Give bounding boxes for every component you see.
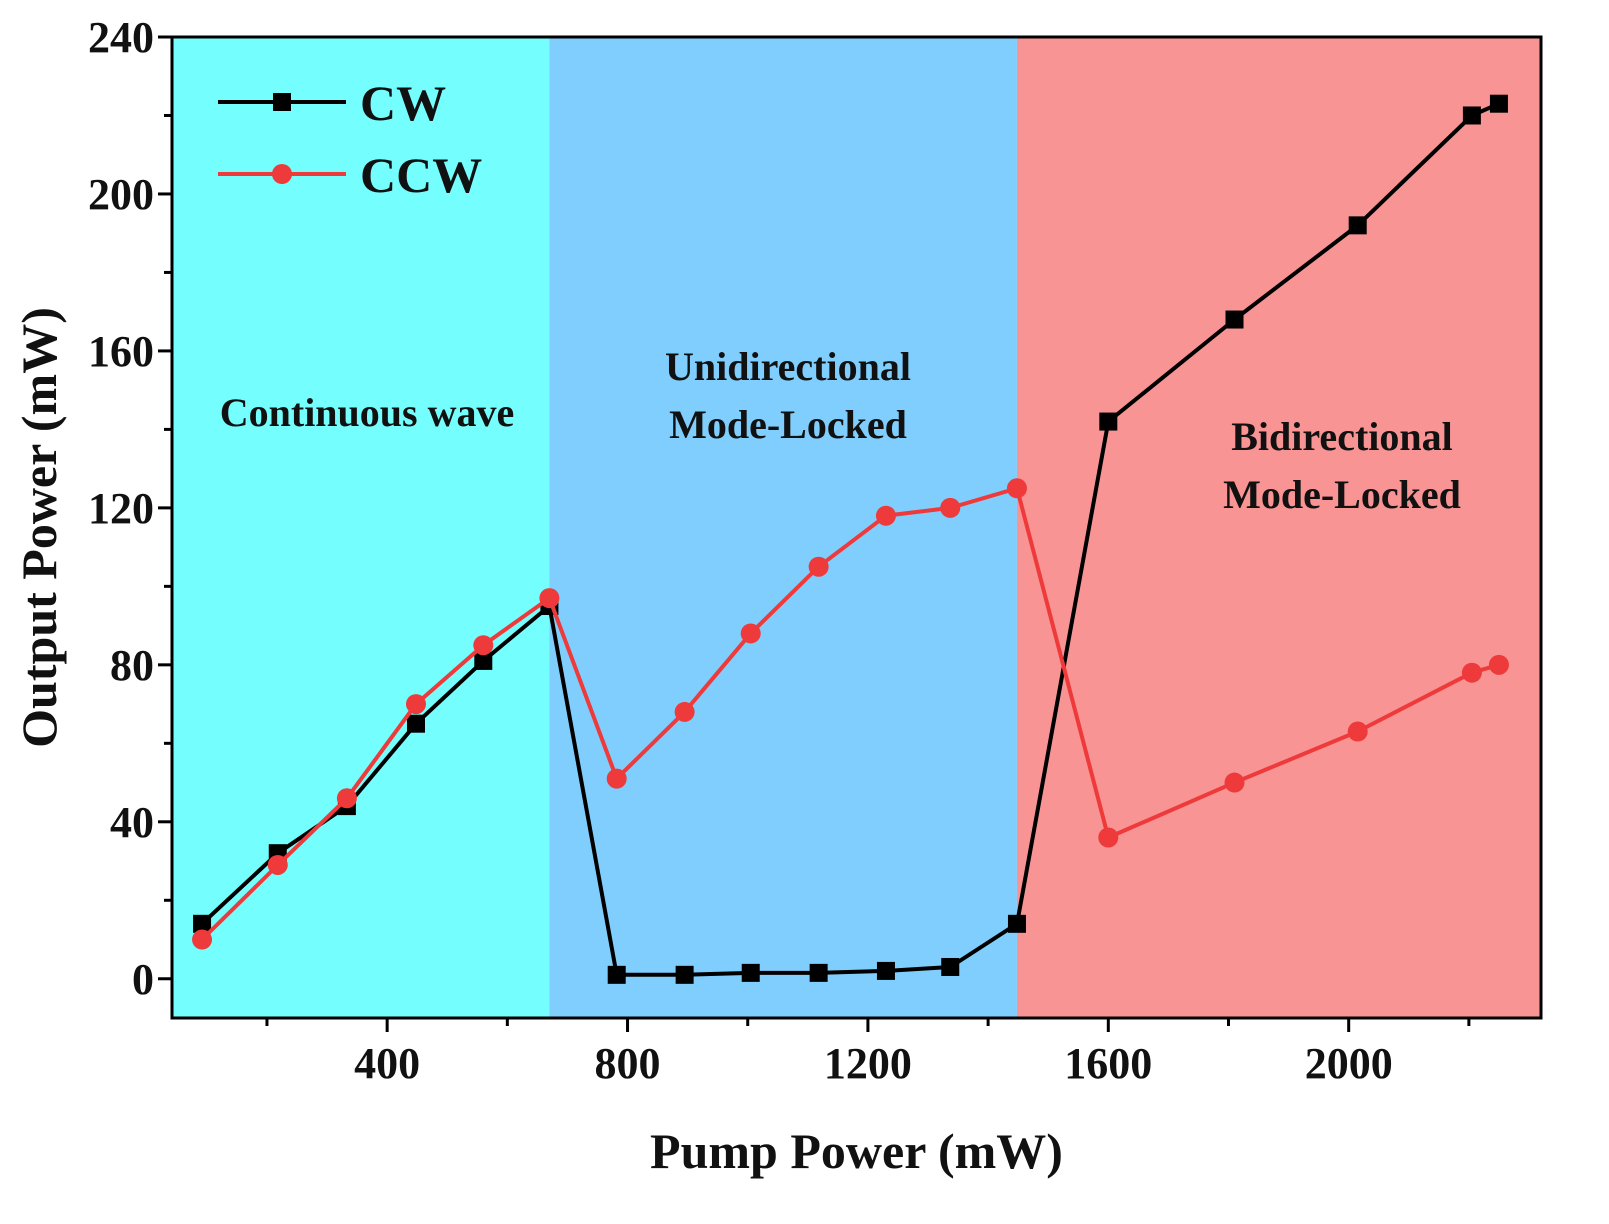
y-tick-label-3: 120 [88,484,154,533]
y-tick-label-0: 0 [132,955,154,1004]
point-ccw-3 [405,694,426,715]
y-tick-label-1: 40 [110,798,154,847]
point-ccw-7 [674,701,695,722]
region-label-2-line-0: Bidirectional [1231,414,1452,459]
regions-layer [172,37,1541,1018]
point-cw-6 [607,965,626,984]
point-ccw-9 [808,556,829,577]
point-ccw-15 [1347,721,1368,742]
point-ccw-4 [473,635,494,656]
point-ccw-10 [875,505,896,526]
x-tick-label-3: 1600 [1064,1039,1152,1088]
point-ccw-8 [740,623,761,644]
point-cw-3 [406,714,425,733]
point-cw-10 [876,961,895,980]
point-cw-7 [675,965,694,984]
ticks-layer: 400 800 1200 1600 2000 0 40 80 120 160 200 240 [88,13,1471,1088]
region-label-0-line-0: Continuous wave [220,390,515,435]
point-ccw-17 [1488,654,1509,675]
region-0 [172,37,550,1018]
series-line-cw [200,101,1500,977]
region-label-2-line-1: Mode-Locked [1223,472,1461,517]
point-ccw-16 [1461,662,1482,683]
legend-marker-cw [273,93,291,111]
legend-label-cw: CW [360,75,446,131]
point-ccw-12 [1006,478,1027,499]
y-tick-label-2: 80 [110,641,154,690]
region-2 [1016,37,1541,1018]
plot-frame [170,35,1543,1020]
region-labels-layer: Continuous wave Unidirectional Mode-Locked… [220,344,1461,517]
point-ccw-1 [267,854,288,875]
y-axis-title: Output Power (mW) [11,307,67,748]
point-cw-15 [1348,216,1367,235]
region-label-1-line-0: Unidirectional [665,344,911,389]
region-label-1-line-1: Mode-Locked [669,402,907,447]
point-ccw-6 [606,768,627,789]
point-ccw-14 [1224,772,1245,793]
x-tick-label-4: 2000 [1305,1039,1393,1088]
point-ccw-0 [192,929,213,950]
legend-marker-ccw [272,164,292,184]
x-axis-title: Pump Power (mW) [650,1123,1063,1179]
x-tick-label-0: 400 [354,1039,420,1088]
point-ccw-5 [539,588,560,609]
x-tick-label-2: 1200 [824,1039,912,1088]
point-cw-0 [193,914,212,933]
y-tick-label-4: 160 [88,327,154,376]
point-cw-16 [1462,106,1481,125]
point-cw-9 [809,963,828,982]
legend-label-ccw: CCW [360,147,482,203]
point-cw-12 [1007,914,1026,933]
series-line-ccw [200,486,1500,941]
region-1 [549,37,1017,1018]
point-ccw-13 [1098,827,1119,848]
x-tick-label-1: 800 [595,1039,661,1088]
point-cw-11 [941,957,960,976]
y-tick-label-5: 200 [88,170,154,219]
point-cw-17 [1489,94,1508,113]
point-cw-4 [474,651,493,670]
point-cw-13 [1099,412,1118,431]
series-layer [192,94,1509,984]
point-cw-8 [741,963,760,982]
point-ccw-11 [940,497,961,518]
point-ccw-2 [336,788,357,809]
y-tick-label-6: 240 [88,13,154,62]
point-cw-14 [1225,310,1244,329]
legend: CW CCW [218,75,482,203]
